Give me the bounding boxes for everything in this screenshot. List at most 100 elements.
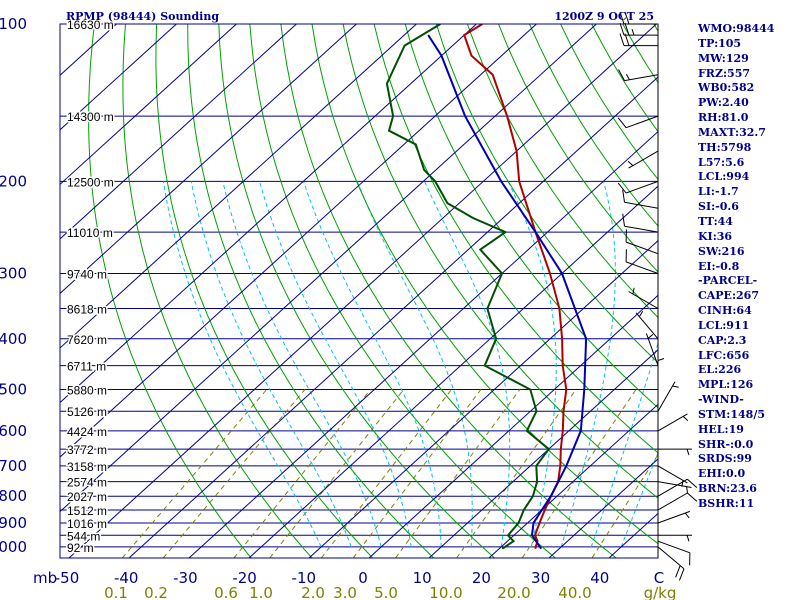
wind-barb [658,448,692,456]
temperature-tick-label: -20 [232,569,257,587]
temperature-tick-label: -30 [173,569,198,587]
background-lines [0,24,658,558]
wind-barb [657,540,691,566]
pressure-label: 800 [0,487,27,505]
stat-line: STM:148/5 [698,407,765,421]
pressure-label: 100 [0,15,27,33]
wind-barb [657,546,685,581]
moist-adiabat [356,181,473,547]
height-label: 544 m [67,529,100,543]
isotherm [428,349,658,558]
wind-barb [625,249,659,274]
stat-line: LCL:911 [698,318,750,332]
mixing-ratio-label: 3.0 [333,584,357,600]
stat-line: PW:2.40 [698,96,749,110]
mixing-ratio-line [395,389,521,558]
stat-line: -PARCEL- [698,274,758,288]
mixing-ratio-line [456,389,577,558]
parcel-line [427,34,588,550]
height-label: 92 m [67,541,94,555]
wind-barb [628,287,659,309]
valid-time: 1200Z 9 OCT 25 [554,10,654,23]
wind-barb [618,69,659,82]
wind-barb [658,534,692,542]
stat-line: FRZ:557 [698,66,751,80]
pressure-label: 300 [0,265,27,283]
stat-line: LI:-1.7 [698,185,739,199]
stat-line: L57:5.6 [698,155,745,169]
isotherm [68,24,657,558]
moist-adiabat [162,181,322,548]
dry-adiabat [187,24,435,558]
stat-line: TP:105 [698,36,742,50]
stat-line: MW:129 [698,51,749,65]
stat-line: SW:216 [698,244,745,258]
wind-barb [657,492,698,511]
moist-adiabat [424,181,511,547]
stat-line: EL:226 [698,363,742,377]
dry-adiabat [404,24,658,409]
wind-barb [622,213,659,233]
height-label: 12500 m [67,175,114,189]
dry-adiabat [435,24,658,364]
chart-title: RPMP (98444) Sounding [66,10,219,23]
dewpoint-line [385,24,551,550]
wind-barb [617,180,659,194]
dry-adiabat [88,24,252,558]
stat-line: RH:81.0 [698,111,749,125]
mixing-ratio-line [521,389,637,558]
height-label: 6711 m [67,360,106,374]
isotherm [188,130,658,558]
wind-barb [622,189,659,209]
stat-line: BRN:23.6 [698,482,757,496]
mixing-ratio-lines [121,389,658,558]
wind-barb [627,150,659,169]
height-label: 1016 m [67,517,107,531]
mixing-ratio-label: 40.0 [558,584,591,600]
height-label: 9740 m [67,268,107,282]
stat-line: SI:-0.6 [698,200,739,214]
isotherm [368,294,658,558]
temperature-tick-label: -10 [292,569,317,587]
moist-adiabat [507,181,557,548]
isotherm [0,24,56,558]
stat-line: BSHR:11 [698,497,755,510]
moist-adiabat-lines [162,181,658,548]
height-label: 1512 m [67,504,107,518]
stat-line: EHI:0.0 [698,467,746,481]
dry-adiabat [342,24,658,499]
mixing-ratio-label: 5.0 [374,584,398,600]
isotherm [308,240,658,558]
temperature-tick-label: 0 [358,569,368,587]
moist-adiabat [303,181,442,547]
mixing-ratio-label: g/kg [644,584,677,600]
mixing-ratio-line [162,389,306,558]
stat-line: SRDS:99 [698,452,752,466]
mixing-ratio-line [591,453,658,558]
stat-line: MAXT:32.7 [698,125,766,139]
isotherm [60,24,297,240]
height-label: 2574 m [67,476,107,490]
dry-adiabat [249,24,556,558]
temperature-tick-label: -40 [114,569,139,587]
isotherm [60,24,177,131]
wind-barb [657,510,691,524]
temperature-tick-label: 40 [590,569,609,587]
mixing-ratio-label: 1.0 [249,584,273,600]
height-label: 3772 m [67,443,107,457]
wind-barb [657,355,665,390]
isotherm [60,24,597,513]
mixing-ratio-line [121,389,268,558]
wind-barb [657,465,688,487]
height-label: 3158 m [67,460,107,474]
stat-line: TH:5798 [698,140,752,154]
mixing-ratio-label: 2.0 [301,584,325,600]
stat-line: WMO:98444 [698,22,775,35]
pressure-label: 600 [0,422,27,440]
dry-adiabat [498,24,658,273]
temperature-tick-label: 30 [531,569,550,587]
dry-adiabat [373,24,658,454]
wind-barb [657,381,679,412]
